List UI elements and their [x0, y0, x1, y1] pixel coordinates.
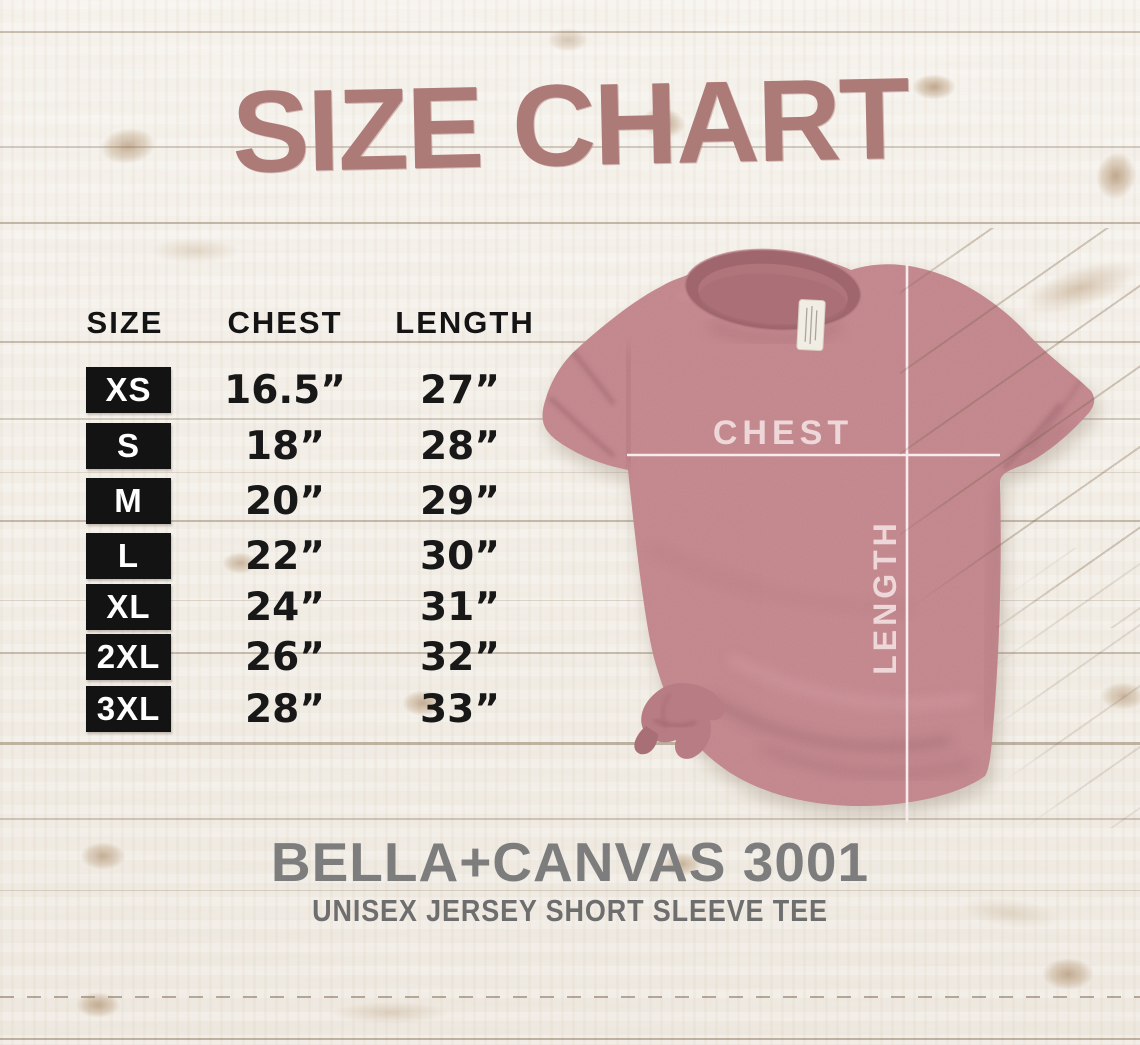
col-header-size: SIZE: [86, 305, 164, 340]
diagonal-plank-texture: [900, 228, 1140, 628]
chest-measure-label: CHEST: [713, 414, 853, 452]
size-badge: XS: [86, 367, 171, 413]
chest-value: 20”: [245, 479, 325, 524]
table-row: L 22” 30”: [0, 533, 560, 579]
length-value: 29”: [420, 479, 500, 524]
table-row: 3XL 28” 33”: [0, 686, 560, 732]
chest-value: 28”: [245, 687, 325, 732]
chest-value: 18”: [245, 424, 325, 469]
product-name: BELLA+CANVAS 3001: [270, 831, 870, 893]
plank-seam: [0, 1038, 1140, 1040]
collar-tag: [796, 299, 826, 352]
size-badge: M: [86, 478, 171, 524]
length-value: 31”: [420, 585, 500, 630]
chest-value: 26”: [245, 635, 325, 680]
length-value: 27”: [420, 368, 500, 413]
length-value: 32”: [420, 635, 500, 680]
chest-value: 24”: [245, 585, 325, 630]
size-badge: L: [86, 533, 171, 579]
table-row: XL 24” 31”: [0, 584, 560, 630]
size-badge: 3XL: [86, 686, 171, 732]
tshirt-photo: CHEST LENGTH: [530, 228, 1140, 832]
length-measure-label: LENGTH: [867, 519, 903, 675]
col-header-length: LENGTH: [395, 305, 535, 340]
tshirt-knot: [634, 683, 725, 759]
size-badge: 2XL: [86, 634, 171, 680]
product-subtitle: UNISEX JERSEY SHORT SLEEVE TEE: [312, 893, 828, 928]
length-value: 30”: [420, 534, 500, 579]
table-row: M 20” 29”: [0, 478, 560, 524]
size-badge: XL: [86, 584, 171, 630]
chest-value: 16.5”: [224, 368, 346, 413]
table-row: S 18” 28”: [0, 423, 560, 469]
diagonal-plank-texture: [990, 548, 1140, 828]
chest-value: 22”: [245, 534, 325, 579]
tag-fine-print: [804, 306, 818, 345]
table-row: XS 16.5” 27”: [0, 367, 560, 413]
col-header-chest: CHEST: [227, 305, 343, 340]
size-badge: S: [86, 423, 171, 469]
length-value: 28”: [420, 424, 500, 469]
plank-seam: [0, 996, 1140, 998]
plank-seam: [0, 31, 1140, 33]
length-value: 33”: [420, 687, 500, 732]
plank-seam: [0, 222, 1140, 224]
table-row: 2XL 26” 32”: [0, 634, 560, 680]
page-title: SIZE CHART: [230, 52, 910, 198]
tshirt-illustration: CHEST LENGTH: [542, 248, 1095, 822]
